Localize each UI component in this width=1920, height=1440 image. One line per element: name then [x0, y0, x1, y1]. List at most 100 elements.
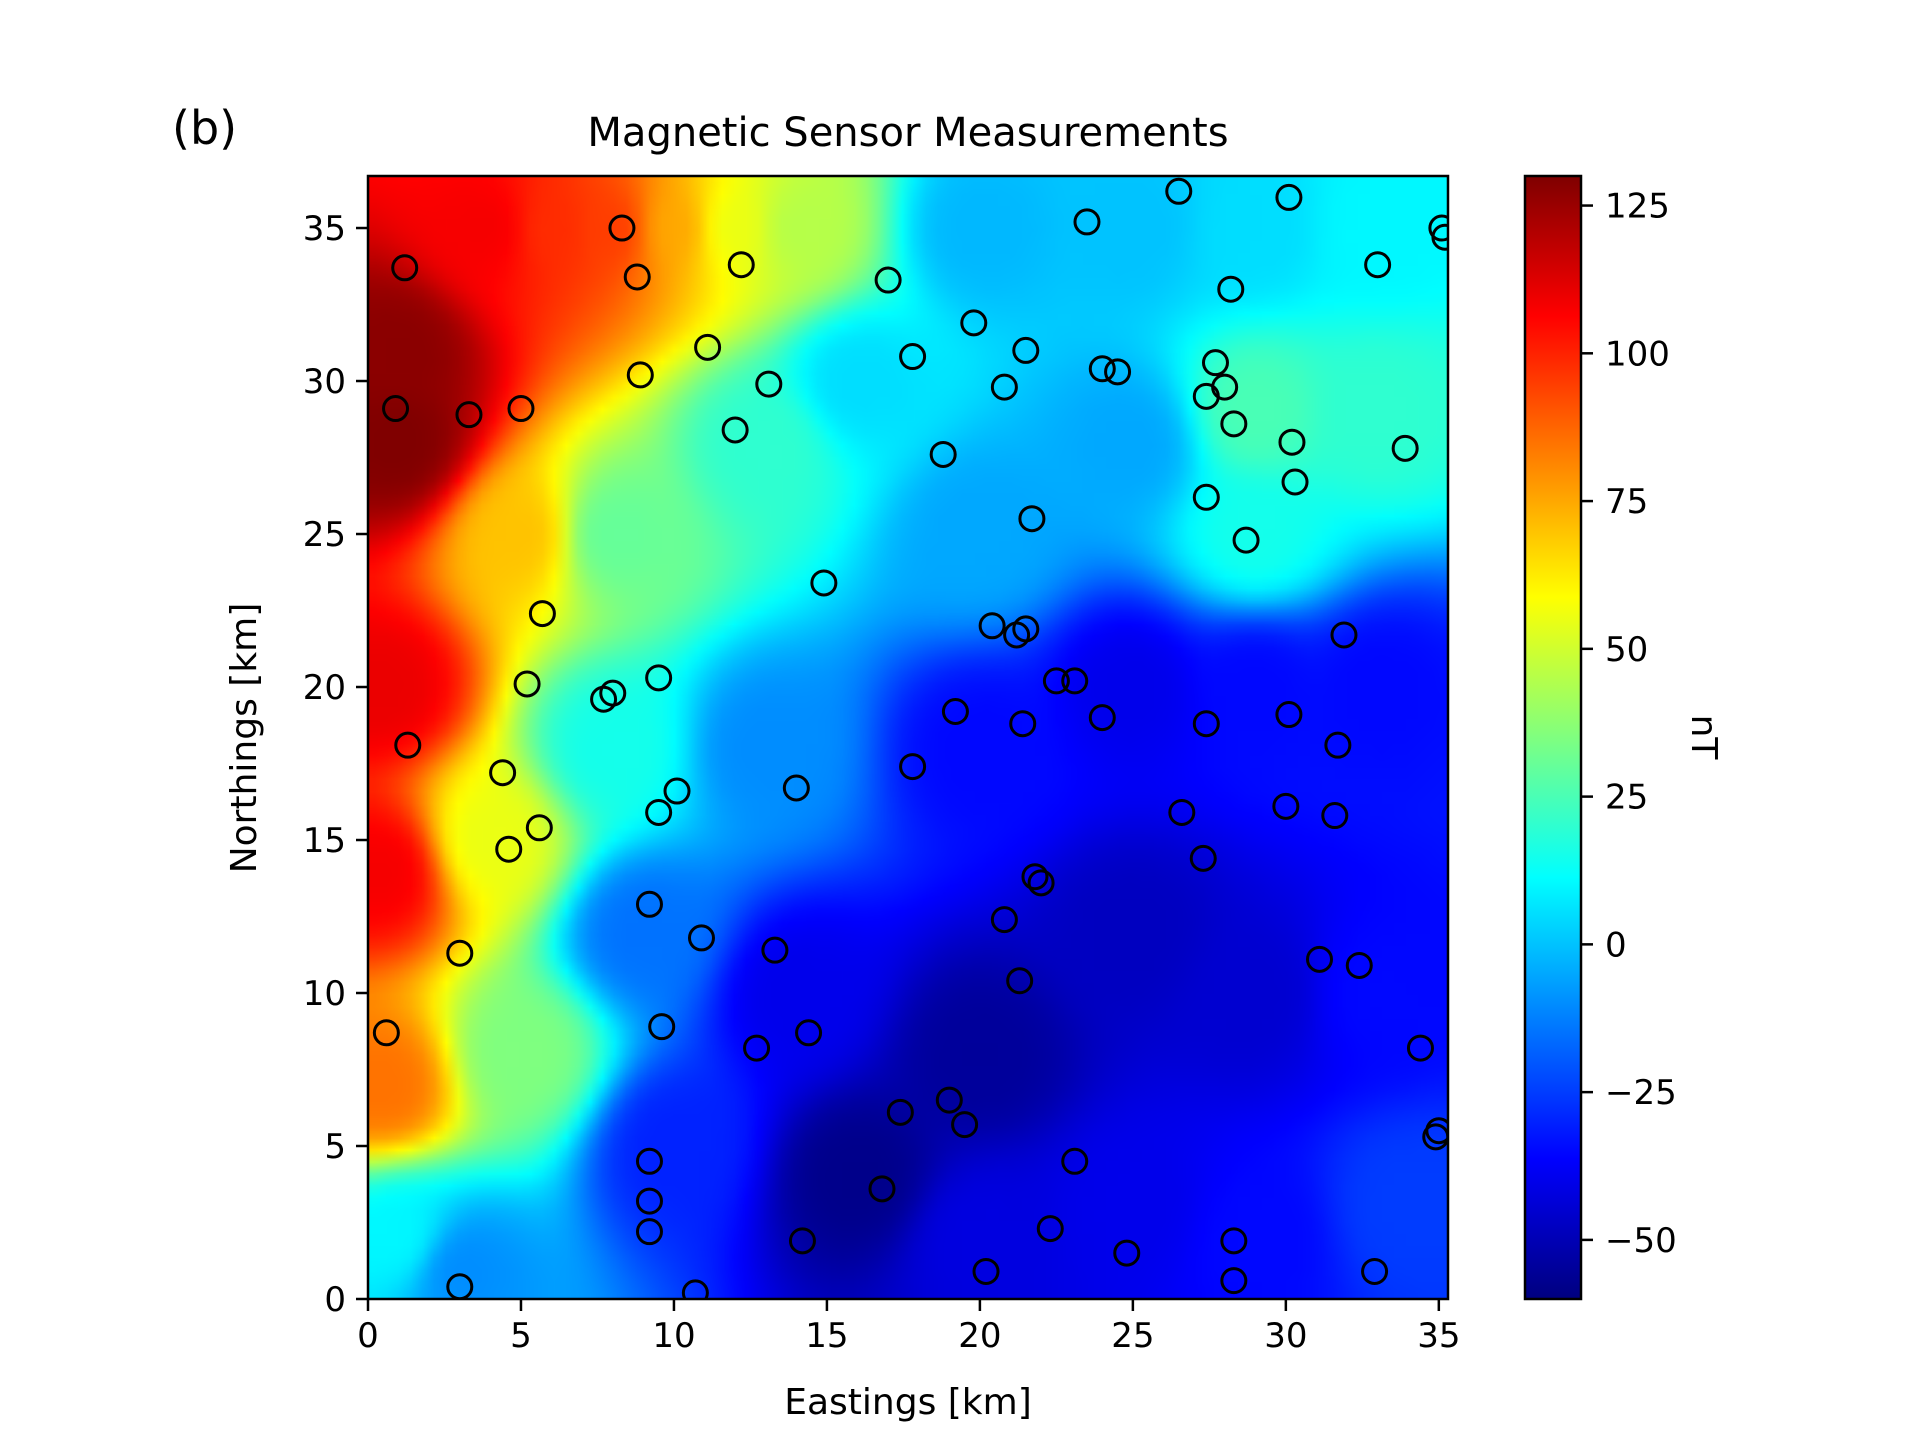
sensor-marker [929, 440, 957, 468]
colorbar-axis: −50 −25 0 25 50 75 100 125 [1581, 187, 1677, 1261]
sensor-marker [1192, 382, 1220, 410]
sensor-marker [1073, 208, 1101, 236]
y-axis: 0 5 10 15 20 25 30 35 [303, 209, 368, 1320]
sensor-marker [1192, 710, 1220, 738]
x-axis: 0 5 10 15 20 25 30 35 [357, 1299, 1460, 1356]
sensor-marker [635, 1187, 663, 1215]
sensor-marker [507, 395, 535, 423]
sensor-marker [727, 251, 755, 279]
sensor-marker [694, 333, 722, 361]
sensor-marker [1003, 621, 1031, 649]
sensor-marker [513, 670, 541, 698]
sensor-marker [626, 361, 654, 389]
x-tick-label: 20 [958, 1316, 1001, 1356]
sensor-marker [1113, 1239, 1141, 1267]
panel-label: (b) [172, 101, 237, 155]
sensor-marker [788, 1227, 816, 1255]
sensor-marker [810, 569, 838, 597]
sensor-marker [599, 679, 627, 707]
sensor-marker [761, 936, 789, 964]
plot-frame [366, 174, 1450, 1301]
colorbar: −50 −25 0 25 50 75 100 125 nT [1523, 174, 1724, 1301]
x-tick-label: 30 [1264, 1316, 1307, 1356]
sensor-marker [951, 1111, 979, 1139]
heatmap-field [368, 176, 1448, 1299]
sensor-marker [886, 1098, 914, 1126]
sensor-marker [1275, 701, 1303, 729]
sensor-marker [1192, 483, 1220, 511]
sensor-marker [681, 1279, 709, 1299]
sensor-marker [960, 309, 988, 337]
colorbar-tick-label: −50 [1605, 1221, 1677, 1261]
sensor-marker [608, 214, 636, 242]
sensor-marker [1220, 1227, 1248, 1255]
sensor-marker [990, 373, 1018, 401]
colorbar-tick-label: −25 [1605, 1073, 1677, 1113]
sensor-marker [755, 370, 783, 398]
sensor-marker [935, 1086, 963, 1114]
sensor-marker [1345, 951, 1373, 979]
colorbar-tick-label: 0 [1605, 925, 1627, 965]
x-tick-label: 5 [510, 1316, 532, 1356]
sensor-marker [1232, 526, 1260, 554]
sensor-marker [635, 1147, 663, 1175]
sensor-marker [391, 254, 419, 282]
heatmap-image [368, 176, 1448, 1299]
sensor-marker [1431, 223, 1448, 251]
sensor-marker [990, 906, 1018, 934]
colorbar-tick-label: 75 [1605, 482, 1648, 522]
sensor-marker [1042, 667, 1070, 695]
x-tick-label: 0 [357, 1316, 379, 1356]
sensor-marker [489, 759, 517, 787]
sensor-marker [941, 697, 969, 725]
sensor-marker [648, 1013, 676, 1041]
colorbar-label: nT [1683, 715, 1724, 761]
sensor-marker [635, 890, 663, 918]
chart-title: Magnetic Sensor Measurements [587, 110, 1228, 156]
sensor-marker [874, 266, 902, 294]
sensor-marker [1281, 468, 1309, 496]
sensor-marker [455, 401, 483, 429]
sensor-marker [1088, 355, 1116, 383]
sensor-marker [1006, 967, 1034, 995]
sensor-marker [1425, 1117, 1448, 1145]
sensor-marker [1104, 358, 1132, 386]
sensor-marker [635, 1218, 663, 1246]
sensor-marker [1018, 505, 1046, 533]
sensor-marker [899, 753, 927, 781]
sensor-marker [1012, 336, 1040, 364]
colorbar-frame [1523, 174, 1583, 1301]
x-tick-label: 35 [1417, 1316, 1460, 1356]
sensor-marker [1220, 1267, 1248, 1295]
sensor-marker [382, 395, 410, 423]
sensor-marker [1361, 1257, 1389, 1285]
sensor-marker [528, 600, 556, 628]
sensor-marker [1275, 183, 1303, 211]
sensor-marker [495, 835, 523, 863]
sensor-marker [525, 814, 553, 842]
sensor-marker [372, 1019, 400, 1047]
x-tick-label: 10 [652, 1316, 695, 1356]
y-tick-label: 0 [324, 1280, 346, 1320]
y-tick-label: 35 [303, 209, 346, 249]
sensor-marker [721, 416, 749, 444]
sensor-marker [743, 1034, 771, 1062]
sensor-marker [899, 343, 927, 371]
sensor-marker [1364, 251, 1392, 279]
x-tick-label: 25 [1111, 1316, 1154, 1356]
colorbar-tick-label: 125 [1605, 187, 1670, 227]
y-axis-label: Northings [km] [224, 603, 265, 874]
colorbar-tick-label: 100 [1605, 334, 1670, 374]
sensor-marker [1021, 863, 1049, 891]
sensor-marker [1428, 214, 1448, 242]
sensor-marker [687, 924, 715, 952]
sensor-marker [972, 1257, 1000, 1285]
sensor-marker [1165, 177, 1193, 205]
sensor-marker [978, 612, 1006, 640]
sensor-marker [1061, 667, 1089, 695]
sensor-marker [446, 939, 474, 967]
sensor-marker [1278, 428, 1306, 456]
y-tick-label: 5 [324, 1127, 346, 1167]
sensor-marker [1168, 798, 1196, 826]
